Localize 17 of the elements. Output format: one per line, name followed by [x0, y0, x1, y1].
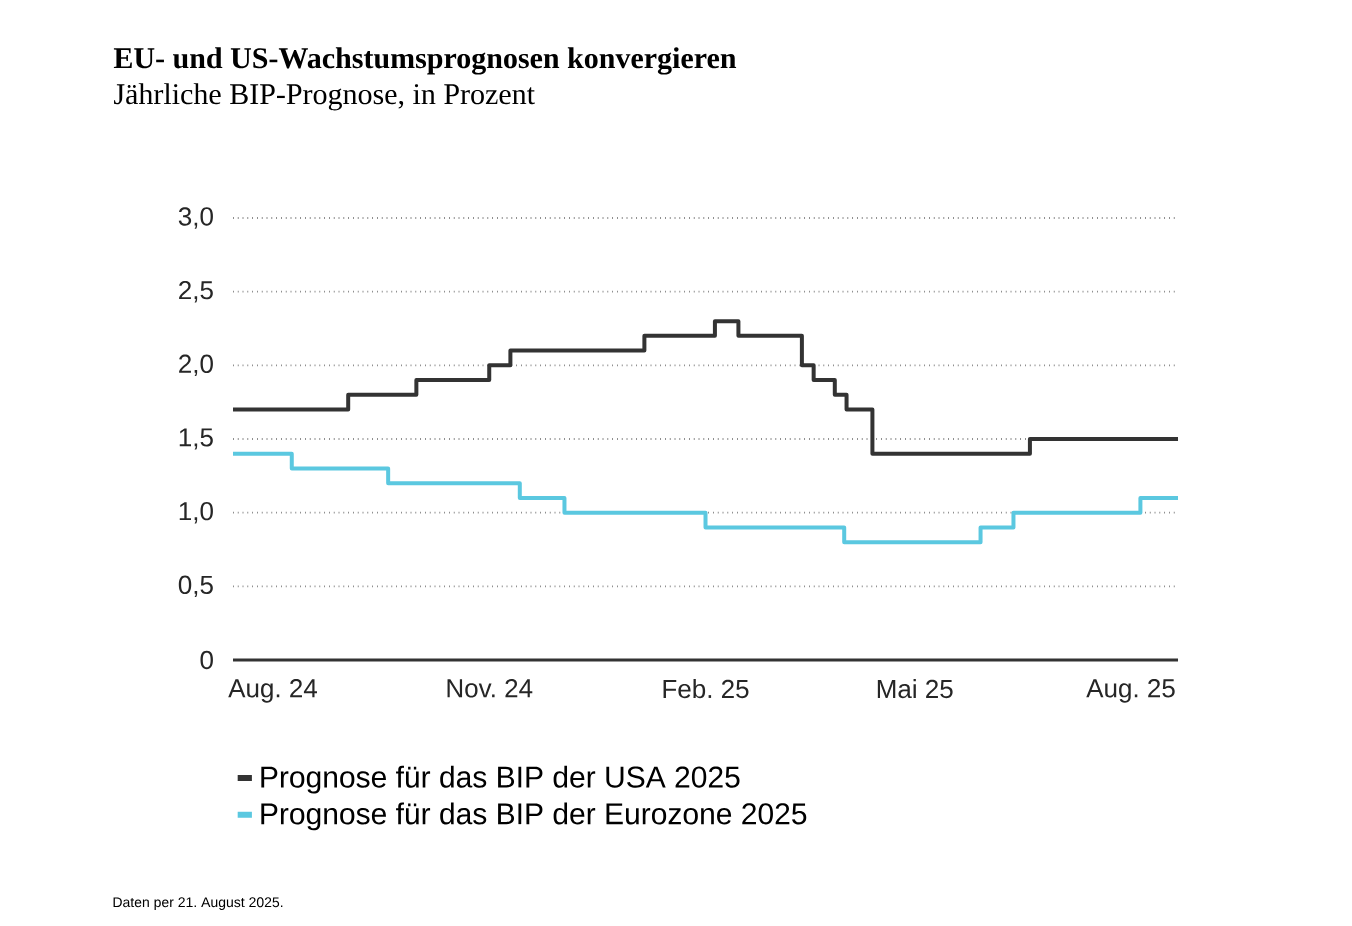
legend-label: Prognose für das BIP der USA 2025	[261, 765, 740, 794]
x-tick-label: Mai 25	[877, 679, 953, 699]
y-tick-label: 0,5	[178, 575, 213, 598]
x-tick-label: Nov. 24	[447, 679, 533, 698]
x-tick-label: Feb. 25	[663, 679, 749, 699]
text: Daten per 21. August 2025.	[113, 897, 283, 910]
chart-title: EU- und US-Wachstumsprognosen konvergieren	[113, 47, 737, 75]
y-tick-label: 1,5	[179, 428, 213, 450]
legend-label: Prognose für das BIP der Eurozone 2025	[261, 802, 807, 831]
x-tick-label: Aug. 25	[1086, 679, 1175, 703]
y-tick-label: 3,0	[178, 207, 213, 229]
x-tick-label: Aug. 24	[228, 679, 317, 703]
chart-subtitle: Jährliche BIP-Prognose, in Prozent	[114, 83, 535, 111]
y-tick-label: 2,0	[179, 354, 213, 377]
y-tick-label: 1,0	[179, 501, 213, 524]
y-tick-label: 0	[200, 650, 213, 670]
y-tick-label: 2,5	[179, 280, 213, 303]
